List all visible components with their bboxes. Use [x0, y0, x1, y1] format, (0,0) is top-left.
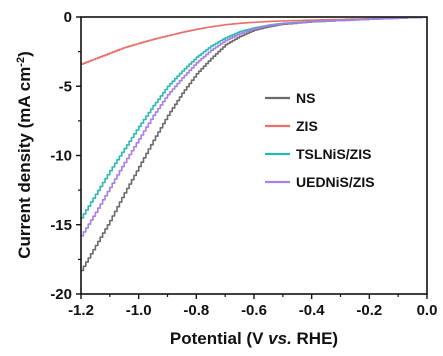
x-tick-label: -1.0 — [126, 302, 152, 319]
series-line-tslnis-zis — [81, 17, 427, 219]
y-tick-label: -10 — [50, 148, 72, 165]
x-tick-label: -0.2 — [356, 302, 382, 319]
y-tick-label: 0 — [64, 9, 72, 26]
y-axis-title: Current density (mA cm-2) — [15, 51, 34, 259]
legend: NS ZIS TSLNiS/ZIS UEDNiS/ZIS — [265, 90, 375, 190]
legend-label: ZIS — [296, 118, 318, 134]
x-tick-label: -0.8 — [183, 302, 209, 319]
x-tick-label: -1.2 — [68, 302, 94, 319]
axes-layer — [80, 16, 428, 295]
x-tick-label: 0.0 — [417, 302, 438, 319]
x-axis-title: Potential (V vs. RHE) — [170, 329, 338, 348]
series-layer — [81, 17, 427, 272]
y-tick-label: -20 — [50, 286, 72, 303]
legend-label: NS — [296, 90, 315, 106]
x-tick-label: -0.4 — [299, 302, 326, 319]
series-line-zis — [81, 17, 427, 65]
plot-frame — [80, 16, 428, 295]
y-tick-label: -15 — [50, 217, 72, 234]
x-tick-label: -0.6 — [241, 302, 267, 319]
series-line-ns — [81, 17, 427, 272]
legend-label: UEDNiS/ZIS — [296, 174, 375, 190]
legend-label: TSLNiS/ZIS — [296, 146, 371, 162]
ticks-layer: -1.2 -1.0 -0.8 -0.6 -0.4 -0.2 0.0 0 -5 -10 -15 -20 — [50, 9, 437, 319]
series-line-uednis-zis — [81, 17, 427, 237]
y-tick-label: -5 — [59, 78, 72, 95]
